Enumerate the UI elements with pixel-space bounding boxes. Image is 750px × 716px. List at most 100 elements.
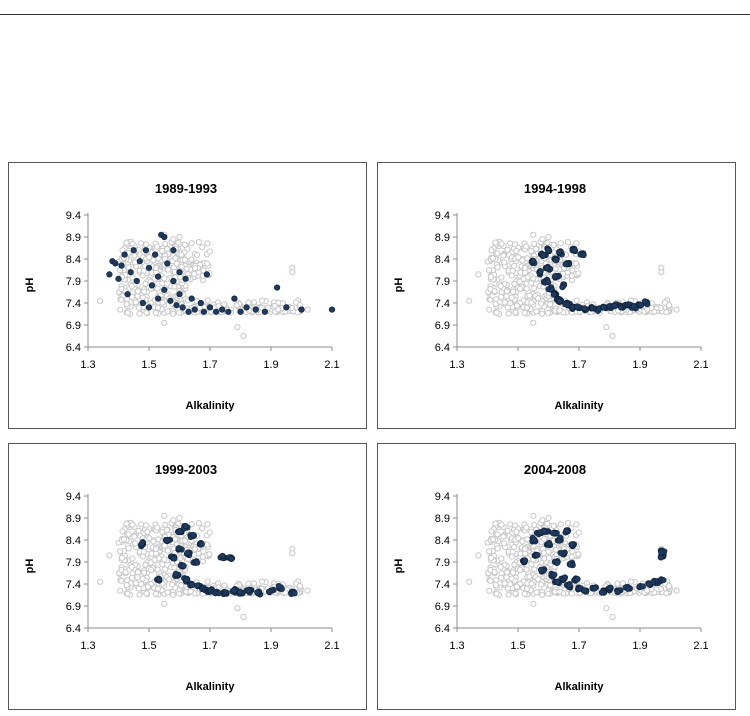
- data-point: [275, 583, 282, 590]
- background-point: [644, 587, 651, 594]
- background-point: [275, 306, 282, 313]
- data-point: [540, 527, 548, 534]
- background-point: [573, 297, 580, 304]
- background-point: [97, 578, 104, 585]
- data-point: [298, 306, 305, 313]
- background-point: [486, 306, 493, 313]
- y-tick-label: 7.4: [435, 298, 450, 310]
- data-point: [591, 585, 598, 592]
- data-point: [164, 537, 171, 544]
- data-point: [213, 308, 220, 315]
- background-point: [162, 566, 169, 573]
- background-point: [517, 285, 524, 293]
- background-point: [486, 587, 493, 594]
- background-point: [533, 589, 540, 596]
- background-point: [250, 299, 258, 306]
- data-point: [121, 251, 128, 258]
- background-point: [117, 306, 124, 313]
- background-point: [545, 590, 552, 597]
- background-point: [176, 309, 183, 316]
- data-point: [155, 273, 162, 280]
- background-point: [523, 243, 530, 250]
- background-point: [498, 274, 505, 281]
- background-point: [545, 233, 552, 241]
- y-tick-label: 6.4: [435, 342, 450, 354]
- background-point: [187, 588, 194, 595]
- data-point: [237, 308, 244, 315]
- background-point: [161, 275, 168, 282]
- background-point: [161, 512, 168, 519]
- background-point: [530, 231, 537, 238]
- background-point: [609, 613, 616, 621]
- background-point: [215, 303, 222, 310]
- background-point: [513, 583, 521, 590]
- background-point: [547, 301, 554, 308]
- y-tick-label: 8.9: [435, 232, 450, 244]
- background-point: [304, 587, 311, 594]
- background-point: [154, 285, 161, 292]
- background-point: [148, 566, 155, 574]
- background-point: [188, 521, 195, 528]
- background-point: [538, 591, 546, 598]
- data-point: [261, 308, 268, 315]
- x-axis-label: Alkalinity: [555, 681, 605, 693]
- chart-panel-2004-2008: 2004-2008 pH Alkalinity 6.4 6.9 7.4 7.9 8.4 8…: [377, 443, 736, 710]
- background-point: [142, 280, 149, 287]
- data-point: [148, 282, 156, 289]
- y-axis-label: pH: [393, 559, 405, 574]
- chart-title: 1999-2003: [155, 462, 217, 477]
- data-point: [580, 251, 587, 259]
- plot-area: 6.4 6.9 7.4 7.9 8.4 8.9 9.4 1.3 1.5 1.7 1.9 2.1: [66, 210, 340, 371]
- data-point: [184, 549, 191, 556]
- chart-title: 1989-1993: [155, 181, 217, 196]
- data-point: [155, 295, 162, 302]
- background-point: [204, 240, 211, 247]
- background-point: [177, 555, 184, 562]
- background-point: [487, 554, 495, 562]
- data-point: [550, 530, 557, 537]
- data-point: [562, 261, 569, 268]
- background-point: [508, 294, 515, 301]
- y-axis-label: pH: [393, 278, 405, 293]
- background-point: [545, 309, 552, 316]
- background-point: [164, 547, 171, 554]
- background-point: [530, 319, 537, 326]
- data-point: [537, 268, 544, 275]
- background-point: [487, 577, 494, 584]
- background-point: [535, 295, 542, 302]
- data-point: [136, 258, 143, 265]
- background-point: [493, 309, 500, 316]
- background-point: [178, 582, 185, 589]
- chart-title: 1994-1998: [524, 181, 586, 196]
- y-tick-label: 6.9: [66, 320, 81, 332]
- data-point: [243, 304, 250, 311]
- data-point: [167, 297, 174, 304]
- data-point: [566, 582, 573, 589]
- background-point: [492, 581, 499, 589]
- data-point: [574, 576, 581, 583]
- background-point: [171, 564, 178, 571]
- background-point: [492, 239, 499, 246]
- background-point: [164, 526, 171, 534]
- background-point: [568, 272, 575, 280]
- background-point: [663, 309, 670, 316]
- background-point: [128, 564, 135, 571]
- background-point: [265, 304, 272, 311]
- background-point: [550, 241, 557, 249]
- background-point: [508, 575, 515, 582]
- data-point: [639, 583, 646, 590]
- data-point: [175, 545, 182, 552]
- background-point: [531, 240, 538, 247]
- background-point: [517, 566, 524, 574]
- y-tick-label: 9.4: [435, 491, 450, 503]
- background-point: [509, 288, 517, 295]
- data-point: [581, 305, 588, 312]
- data-point: [115, 275, 122, 282]
- background-point: [178, 263, 185, 270]
- data-point: [176, 291, 183, 298]
- background-point: [523, 285, 530, 292]
- background-point: [199, 525, 206, 532]
- data-point: [552, 273, 559, 280]
- background-point: [154, 585, 162, 592]
- data-point: [188, 295, 195, 302]
